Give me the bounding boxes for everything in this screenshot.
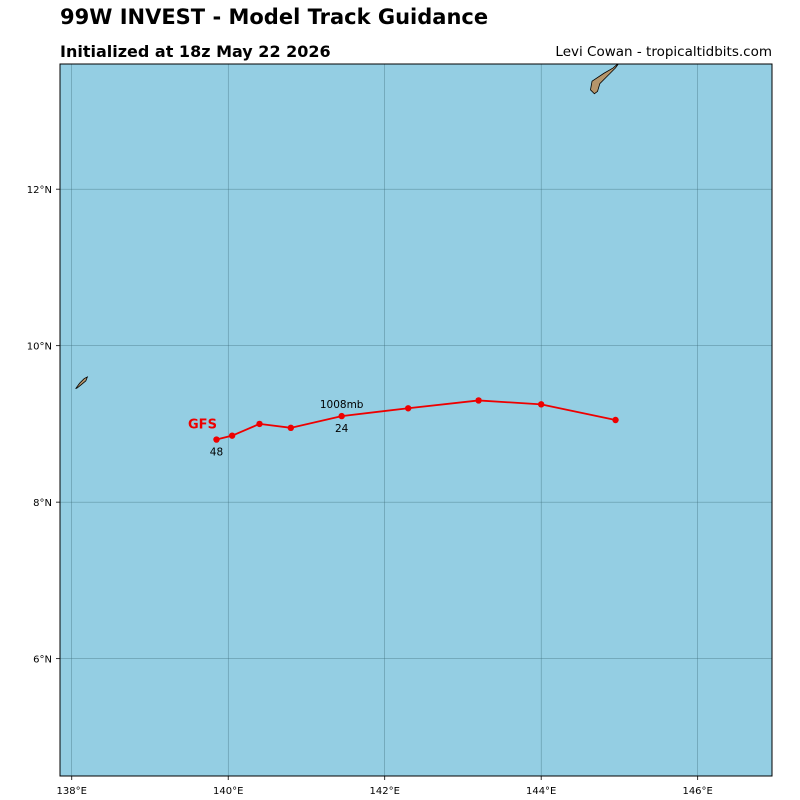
model-label-gfs: GFS [188,418,217,433]
y-axis-ticks: 6°N 8°N 10°N 12°N [27,185,60,666]
land-layer [75,64,619,390]
x-tick-label: 142°E [370,786,400,797]
ocean-background [60,64,772,776]
track-point [475,397,482,404]
track-point [404,405,412,412]
y-tick-label: 12°N [27,185,52,196]
y-tick-label: 10°N [27,342,52,353]
chart-title: 99W INVEST - Model Track Guidance [60,5,489,29]
x-tick-label: 146°E [682,786,712,797]
x-axis-ticks: 138°E 140°E 142°E 144°E 146°E [57,776,713,797]
track-point [256,420,263,428]
track-annotation: 1008mb [320,399,364,411]
y-tick-label: 8°N [33,498,52,509]
track-point [287,424,295,432]
chart-subtitle: Initialized at 18z May 22 2026 [60,42,331,61]
x-tick-label: 144°E [526,786,556,797]
y-tick-label: 6°N [33,655,52,666]
track-layer [213,397,619,443]
track-point [612,416,619,424]
track-point [213,436,220,443]
track-annotation: 48 [210,447,223,459]
track-point [338,412,345,420]
plot-frame [59,63,773,777]
x-tick-label: 140°E [213,786,243,797]
track-point [228,432,236,439]
island-northeast [590,64,619,95]
grid-lines [60,64,772,776]
annotation-layer: GFS 1008mb 24 48 [188,399,364,458]
track-annotation: 24 [335,423,349,435]
track-point [537,401,545,408]
island-west [75,376,89,390]
x-tick-label: 138°E [57,786,87,797]
credit-text: Levi Cowan - tropicaltidbits.com [555,44,772,60]
